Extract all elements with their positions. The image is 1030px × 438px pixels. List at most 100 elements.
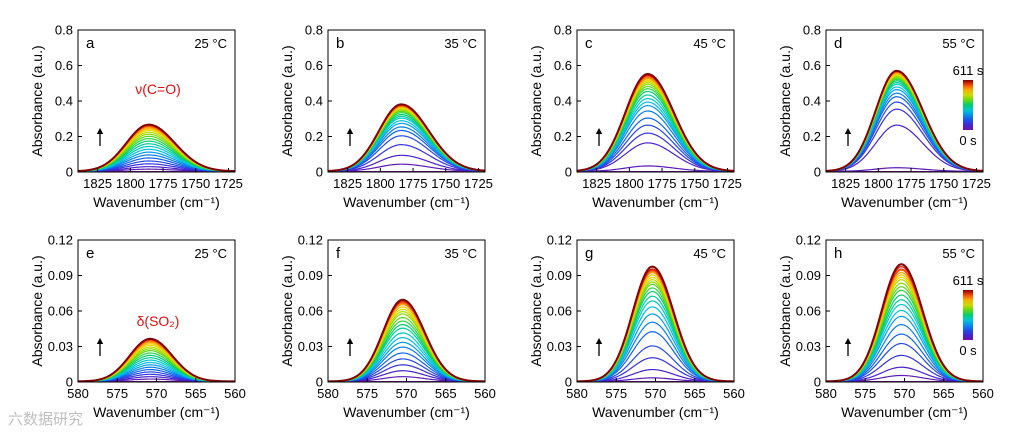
y-tick-label: 0: [814, 375, 821, 390]
panel-letter: d: [834, 35, 842, 52]
x-tick-label: 1725: [464, 176, 493, 191]
band-annotation: ν(C=O): [135, 81, 181, 97]
y-axis-title: Absorbance (a.u.): [29, 45, 45, 156]
series-line: [577, 331, 734, 382]
x-tick-label: 570: [146, 386, 168, 401]
x-tick-label: 1825: [83, 176, 112, 191]
colorbar-top-label: 611 s: [953, 63, 984, 78]
series-line: [826, 124, 983, 172]
x-tick-label: 1725: [713, 176, 742, 191]
x-tick-label: 575: [106, 386, 128, 401]
x-tick-label: 1775: [897, 176, 926, 191]
x-tick-label: 1750: [680, 176, 709, 191]
x-tick-label: 565: [933, 386, 955, 401]
series-line: [328, 163, 485, 172]
time-colorbar: [963, 80, 973, 130]
y-tick-label: 0.12: [48, 233, 73, 248]
y-tick-label: 0.4: [305, 94, 323, 109]
y-tick-label: 0.6: [803, 58, 821, 73]
series-line: [826, 299, 983, 382]
series-group: [78, 337, 235, 382]
x-axis-title: Wavenumber (cm⁻¹): [841, 404, 968, 420]
series-line: [328, 103, 485, 172]
x-tick-label: 1725: [962, 176, 991, 191]
y-tick-label: 0: [565, 165, 572, 180]
series-line: [577, 265, 734, 382]
temperature-label: 25 °C: [194, 36, 227, 51]
series-line: [328, 316, 485, 382]
series-line: [826, 89, 983, 172]
x-axis-title: Wavenumber (cm⁻¹): [592, 194, 719, 210]
x-tick-label: 580: [566, 386, 588, 401]
y-axis-title: Absorbance (a.u.): [279, 45, 295, 156]
temperature-label: 45 °C: [693, 36, 726, 51]
y-axis-title: Absorbance (a.u.): [279, 255, 295, 366]
x-tick-label: 1775: [399, 176, 428, 191]
y-tick-label: 0.8: [55, 23, 73, 38]
series-line: [826, 263, 983, 382]
panel-h: 580 575 570 565 560 0 0.03 0.06 0.09 0.12 Wavenumb…: [777, 233, 994, 421]
x-tick-label: 1750: [181, 176, 210, 191]
series-line: [78, 343, 235, 382]
y-tick-label: 0.03: [298, 339, 323, 354]
x-tick-label: 580: [67, 386, 89, 401]
panel-b: 1825 1800 1775 1750 1725 0 0.2 0.4 0.6 0.8 Wavenum…: [279, 23, 493, 211]
y-tick-label: 0.2: [554, 129, 572, 144]
x-tick-label: 570: [396, 386, 418, 401]
series-line: [577, 270, 734, 382]
panel-letter: f: [336, 245, 341, 262]
panel-letter: b: [336, 35, 344, 52]
y-tick-label: 0.06: [298, 304, 323, 319]
y-tick-label: 0.2: [305, 129, 323, 144]
y-tick-label: 0.8: [554, 23, 572, 38]
x-axis-title: Wavenumber (cm⁻¹): [93, 194, 220, 210]
y-tick-label: 0: [66, 165, 73, 180]
y-tick-label: 0.4: [55, 94, 73, 109]
temperature-label: 55 °C: [942, 36, 975, 51]
temperature-label: 45 °C: [693, 246, 726, 261]
x-axis-title: Wavenumber (cm⁻¹): [343, 194, 470, 210]
x-tick-label: 565: [435, 386, 457, 401]
y-axis-title: Absorbance (a.u.): [777, 45, 793, 156]
x-tick-label: 575: [356, 386, 378, 401]
x-tick-label: 1800: [116, 176, 145, 191]
series-line: [826, 276, 983, 382]
series-group: [826, 263, 983, 382]
panel-g: 580 575 570 565 560 0 0.03 0.06 0.09 0.12 Wavenumb…: [528, 233, 745, 421]
series-line: [826, 279, 983, 382]
series-line: [328, 113, 485, 172]
y-tick-label: 0.8: [803, 23, 821, 38]
y-tick-label: 0.12: [796, 233, 821, 248]
y-tick-label: 0: [66, 375, 73, 390]
y-tick-label: 0.09: [298, 268, 323, 283]
series-line: [328, 110, 485, 172]
x-tick-label: 570: [894, 386, 916, 401]
colorbar-bottom-label: 0 s: [959, 133, 977, 148]
y-axis-title: Absorbance (a.u.): [528, 255, 544, 366]
y-tick-label: 0: [565, 375, 572, 390]
series-line: [328, 298, 485, 382]
arrow-head: [595, 128, 603, 134]
series-line: [577, 345, 734, 382]
y-tick-label: 0.6: [55, 58, 73, 73]
y-tick-label: 0: [316, 375, 323, 390]
x-axis-title: Wavenumber (cm⁻¹): [93, 404, 220, 420]
y-tick-label: 0.06: [48, 304, 73, 319]
y-tick-label: 0.03: [547, 339, 572, 354]
colorbar-top-label: 611 s: [953, 273, 984, 288]
x-axis-title: Wavenumber (cm⁻¹): [592, 404, 719, 420]
series-group: [328, 298, 485, 382]
time-colorbar: [963, 290, 973, 340]
x-tick-label: 570: [645, 386, 667, 401]
y-tick-label: 0.06: [547, 304, 572, 319]
x-tick-label: 1825: [831, 176, 860, 191]
y-tick-label: 0.12: [547, 233, 572, 248]
x-tick-label: 1800: [615, 176, 644, 191]
watermark-text: 六数据研究: [8, 410, 84, 428]
x-axis-title: Wavenumber (cm⁻¹): [841, 194, 968, 210]
x-tick-label: 1825: [582, 176, 611, 191]
arrow-head: [346, 338, 354, 344]
series-line: [328, 144, 485, 172]
series-line: [826, 294, 983, 382]
band-annotation: δ(SO₂): [137, 313, 180, 329]
